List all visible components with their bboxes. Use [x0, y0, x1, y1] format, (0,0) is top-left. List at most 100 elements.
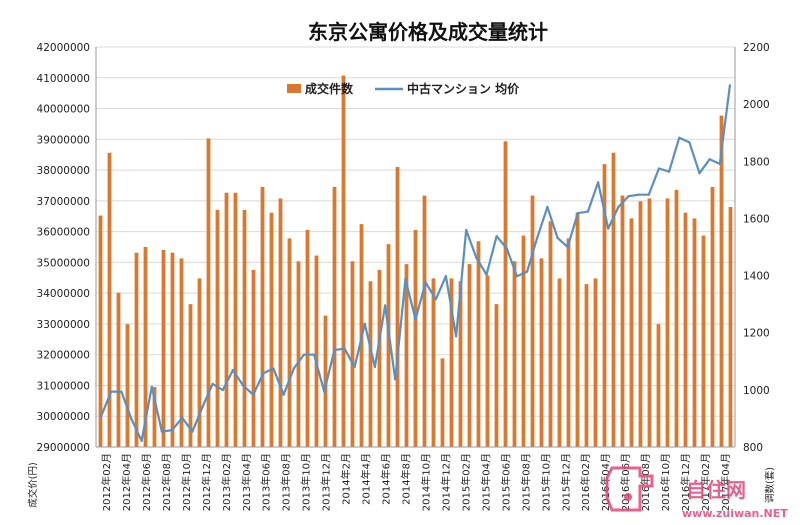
x-tick: 2015年02月: [459, 453, 472, 511]
y-axis-left-label: 成交价(円): [27, 462, 39, 507]
x-tick: 2015年04月: [479, 453, 492, 511]
bar: [296, 261, 301, 447]
line-series: [99, 84, 732, 443]
line-point: [333, 348, 336, 352]
chart-title: 东京公寓价格及成交量统计: [308, 20, 548, 44]
line-point: [404, 278, 407, 281]
bar: [206, 138, 211, 447]
bar: [224, 192, 229, 447]
bar: [539, 258, 544, 447]
y-tick-right: 1400: [743, 271, 770, 283]
x-tick: 2013年10月: [300, 453, 313, 511]
x-tick: 2014年6月: [380, 453, 393, 505]
bar: [521, 235, 526, 447]
legend-label-bar: 成交件数: [305, 81, 354, 96]
x-ticks: 2012年02月 2012年04月 2012年06月 2012年08月 2012年10月…: [100, 453, 732, 511]
y-ticks-right: 800 1000 1200 1400 1600 1800 2000 2200: [743, 42, 770, 454]
line-point: [515, 275, 519, 278]
bar: [98, 215, 103, 447]
y-tick-left: 42000000: [37, 42, 90, 54]
x-tick: 2014年10月: [419, 453, 432, 511]
line-point: [292, 367, 295, 370]
line-point: [343, 347, 346, 350]
bar: [584, 284, 589, 447]
y-tick-left: 32000000: [37, 350, 90, 362]
bar: [413, 229, 418, 447]
bar: [611, 152, 616, 447]
bar: [719, 115, 724, 448]
x-tick: 2013年06月: [260, 453, 273, 511]
line-point: [576, 211, 579, 215]
x-tick: 2014年2月: [340, 453, 353, 505]
line-point: [252, 393, 255, 396]
line-point: [181, 416, 184, 419]
bar: [674, 189, 679, 447]
line-point: [99, 415, 103, 418]
watermark-logo-icon: [605, 466, 654, 512]
y-tick-right: 1800: [743, 156, 770, 168]
line-point: [353, 365, 356, 369]
bar: [314, 255, 319, 447]
y-tick-left: 40000000: [37, 104, 90, 116]
x-tick: 2016年06月: [619, 453, 632, 511]
bar: [665, 198, 670, 447]
watermark: 自住网 www.zuiwan.NET: [605, 466, 788, 520]
bar: [305, 229, 310, 447]
line-point: [363, 322, 366, 326]
line-point: [130, 418, 133, 421]
x-tick: 2015年10月: [539, 453, 552, 511]
line-point: [211, 382, 214, 386]
bar: [251, 269, 256, 447]
bar: [683, 212, 688, 447]
line-point: [617, 205, 620, 209]
x-tick: 2016年10月: [659, 453, 672, 511]
line-point: [698, 171, 701, 175]
y-tick-left: 35000000: [37, 257, 90, 269]
x-tick: 2014年4月: [360, 453, 373, 505]
y-tick-left: 38000000: [37, 165, 90, 177]
legend-label-line: 中古マンション 均价: [407, 81, 520, 96]
x-tick: 2012年06月: [140, 453, 153, 511]
bar: [116, 292, 121, 447]
line-point: [505, 247, 508, 250]
y-tick-left: 30000000: [37, 411, 90, 423]
line-point: [110, 390, 113, 393]
bar: [215, 209, 220, 447]
x-tick: 2017年02月: [699, 453, 712, 511]
bar: [557, 278, 562, 447]
bar: [692, 218, 697, 447]
bar: [134, 252, 139, 447]
bar: [269, 212, 274, 447]
line-point: [312, 353, 316, 356]
line-point: [434, 298, 437, 301]
x-tick: 2013年02月: [220, 453, 233, 511]
line-point: [688, 141, 691, 144]
line-point: [444, 275, 448, 278]
bar: [728, 207, 733, 447]
y-tick-right: 1200: [743, 328, 770, 340]
x-tick: 2014年8月: [400, 453, 413, 505]
line-point: [627, 195, 630, 198]
x-tick: 2013年08月: [280, 453, 293, 511]
line-point: [231, 368, 235, 372]
bar: [377, 269, 382, 447]
line-point: [201, 405, 204, 409]
line-point: [282, 393, 285, 396]
y-tick-left: 41000000: [37, 73, 90, 85]
bar: [620, 195, 625, 447]
line-point: [414, 318, 417, 321]
bar: [323, 315, 328, 447]
legend-swatch-bar: [287, 84, 301, 93]
y-tick-left: 29000000: [37, 442, 90, 454]
y-tick-left: 37000000: [37, 196, 90, 208]
x-tick: 2016年12月: [679, 453, 692, 511]
line-point: [120, 390, 123, 393]
x-tick: 2012年04月: [120, 453, 133, 511]
line-point: [637, 193, 640, 196]
bar: [548, 221, 553, 447]
line-point: [454, 335, 458, 338]
bar: [431, 278, 436, 447]
bar: [512, 261, 517, 447]
line-point: [566, 245, 569, 249]
x-tick: 2012年10月: [180, 453, 193, 511]
